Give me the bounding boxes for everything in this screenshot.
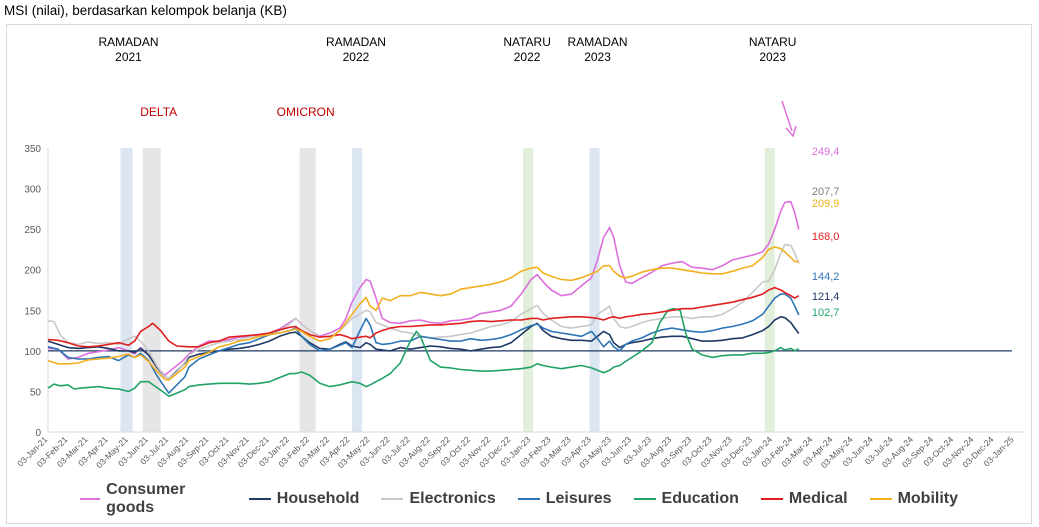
legend-item: Leisures: [517, 490, 612, 508]
event-label: RAMADAN: [326, 35, 386, 49]
trend-arrow: [781, 100, 793, 132]
series-end-label: 249,4: [812, 146, 840, 158]
series-line: [47, 293, 800, 394]
legend-item: Mobility: [869, 490, 958, 508]
event-band: [589, 148, 600, 432]
event-label: 2021: [115, 50, 142, 64]
legend-label: Mobility: [897, 490, 958, 507]
y-tick-label: 300: [24, 185, 41, 196]
legend-label: Education: [661, 490, 739, 507]
y-tick-label: 250: [24, 225, 41, 236]
series-end-label: 121,4: [812, 291, 840, 303]
y-tick-label: 0: [35, 428, 41, 439]
legend-item: Medical: [760, 490, 848, 508]
legend-item: Education: [633, 490, 739, 508]
event-label: NATARU: [749, 35, 797, 49]
event-label: 2023: [759, 50, 786, 64]
event-label: RAMADAN: [568, 35, 628, 49]
chart-legend: Consumer goods Household Electronics Leisur…: [80, 481, 980, 516]
event-label: NATARU: [503, 35, 551, 49]
event-band: [351, 148, 363, 432]
chart-title: MSI (nilai), berdasarkan kelompok belanj…: [4, 3, 287, 18]
y-tick-label: 50: [30, 387, 42, 398]
y-tick-label: 200: [24, 266, 41, 277]
legend-item: Consumer goods: [80, 481, 227, 517]
event-band: [523, 148, 534, 432]
event-band: [299, 148, 316, 432]
series-end-label: 102,7: [812, 307, 840, 319]
event-label: DELTA: [140, 105, 177, 119]
series-line: [47, 286, 800, 348]
y-tick-label: 100: [24, 347, 41, 358]
event-band: [142, 148, 161, 432]
legend-swatch: [760, 498, 783, 500]
series-end-label: 207,7: [812, 186, 840, 198]
series-line: [47, 200, 800, 376]
event-band: [120, 148, 133, 432]
event-label: OMICRON: [277, 105, 335, 119]
legend-swatch: [633, 498, 656, 500]
trend-arrow-head: [785, 125, 797, 138]
legend-item: Household: [248, 490, 360, 508]
y-tick-label: 150: [24, 306, 41, 317]
legend-swatch: [381, 498, 404, 500]
legend-swatch: [80, 498, 101, 500]
legend-swatch: [869, 498, 892, 500]
series-end-label: 144,2: [812, 271, 840, 283]
series-line: [47, 246, 799, 381]
legend-item: Electronics: [381, 490, 496, 508]
legend-label: Consumer goods: [106, 481, 186, 516]
series-line: [47, 307, 800, 398]
y-tick-label: 350: [24, 144, 41, 155]
legend-swatch: [248, 498, 271, 500]
event-label: 2023: [584, 50, 611, 64]
event-label: 2022: [343, 50, 370, 64]
legend-label: Leisures: [545, 490, 612, 507]
event-label: RAMADAN: [99, 35, 159, 49]
event-label: 2022: [514, 50, 541, 64]
legend-label: Household: [276, 490, 360, 507]
series-end-label: 168,0: [812, 231, 840, 243]
series-end-label: 209,9: [812, 198, 840, 210]
legend-label: Medical: [788, 490, 848, 507]
legend-label: Electronics: [409, 490, 496, 507]
legend-swatch: [517, 498, 540, 500]
chart-frame: [6, 24, 1032, 524]
